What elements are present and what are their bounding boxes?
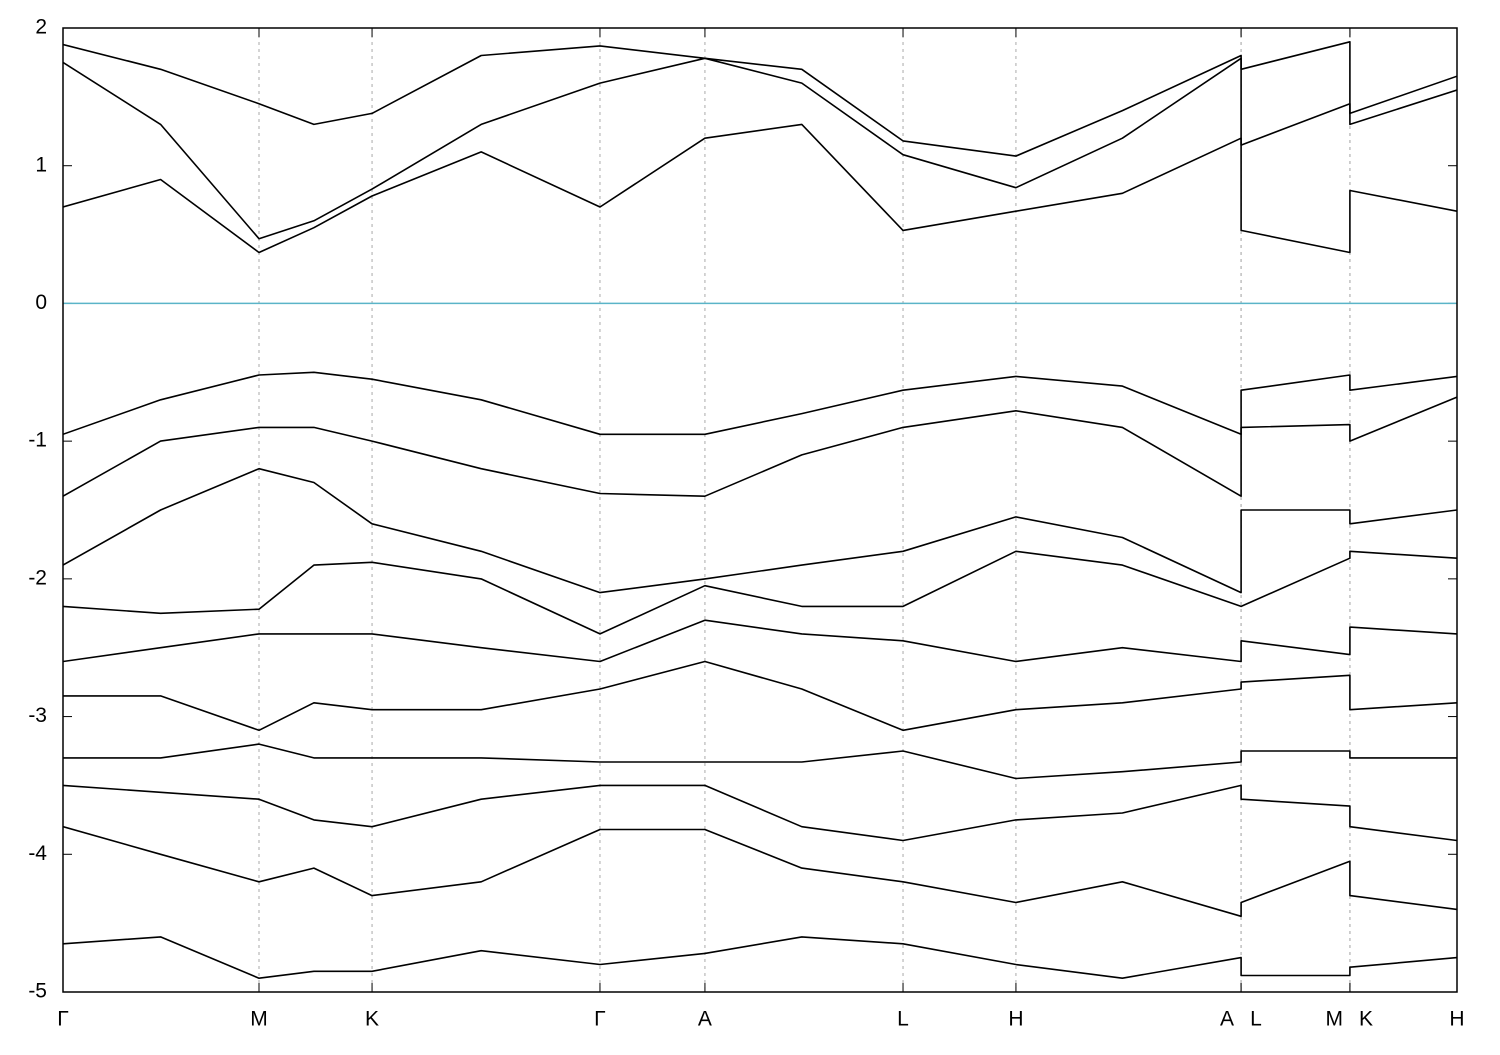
band-line (63, 57, 1457, 240)
x-tick-label: L (897, 1008, 909, 1031)
plot-frame (62, 27, 1458, 993)
x-tick-label: K (365, 1008, 379, 1031)
band-line (63, 550, 1457, 635)
band-line (63, 396, 1457, 497)
x-tick-label: K (1359, 1008, 1373, 1031)
x-tick-label: A (1220, 1008, 1234, 1031)
band-line (63, 371, 1457, 436)
band-line (63, 619, 1457, 663)
band-line (63, 784, 1457, 842)
band-line (63, 41, 1457, 157)
y-tick-label: -4 (28, 842, 47, 865)
band-line (63, 123, 1457, 254)
y-tick-label: -3 (28, 704, 47, 727)
x-tick-label: L (1250, 1008, 1262, 1031)
band-line (63, 743, 1457, 780)
x-tick-label: M (1325, 1008, 1343, 1031)
y-tick-label: -2 (28, 566, 47, 589)
band-line (63, 936, 1457, 979)
x-tick-label: A (698, 1008, 712, 1031)
x-tick-label: M (250, 1008, 268, 1031)
x-tick-label: H (1449, 1008, 1464, 1031)
y-tick-label: 0 (35, 291, 47, 314)
y-tick-label: 1 (35, 153, 47, 176)
band-line (63, 660, 1457, 732)
y-tick-label: -1 (28, 429, 47, 452)
bands-layer (63, 41, 1457, 979)
band-line (63, 825, 1457, 918)
x-tick-label: H (1008, 1008, 1023, 1031)
band-line (63, 467, 1457, 594)
x-tick-label: Γ (57, 1008, 69, 1031)
x-tick-label: Γ (594, 1008, 606, 1031)
y-tick-label: 2 (35, 16, 47, 39)
y-tick-label: -5 (28, 980, 47, 1003)
